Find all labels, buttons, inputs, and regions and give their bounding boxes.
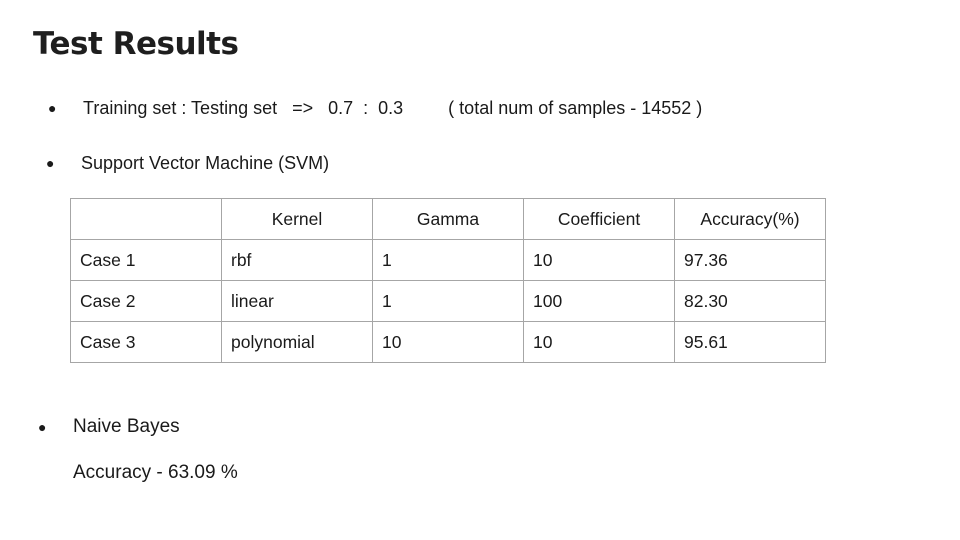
table-cell: 95.61 <box>674 321 826 363</box>
table-cell: 97.36 <box>674 239 826 281</box>
table-header-cell <box>70 198 222 240</box>
table-row: Case 3 polynomial 10 10 95.61 <box>70 321 826 363</box>
table-cell: 1 <box>372 280 524 322</box>
bullet-icon: ● <box>38 419 47 435</box>
table-header-cell: Accuracy(%) <box>674 198 826 240</box>
table-header-cell: Coefficient <box>523 198 675 240</box>
bullet-icon: ● <box>46 155 55 171</box>
table-header-cell: Kernel <box>221 198 373 240</box>
table-row: Case 1 rbf 1 10 97.36 <box>70 239 826 281</box>
table-header-row: Kernel Gamma Coefficient Accuracy(%) <box>70 198 826 240</box>
table-cell: 82.30 <box>674 280 826 322</box>
table-cell: 10 <box>523 321 675 363</box>
table-cell: 10 <box>523 239 675 281</box>
table-cell: 10 <box>372 321 524 363</box>
table-cell: polynomial <box>221 321 373 363</box>
slide-title: Test Results <box>33 26 239 62</box>
table-cell: 1 <box>372 239 524 281</box>
svm-heading: Support Vector Machine (SVM) <box>81 153 330 173</box>
table-row: Case 2 linear 1 100 82.30 <box>70 280 826 322</box>
table-cell: rbf <box>221 239 373 281</box>
svm-results-table: Kernel Gamma Coefficient Accuracy(%) Cas… <box>70 198 826 363</box>
table-cell: 100 <box>523 280 675 322</box>
table-cell: Case 2 <box>70 280 222 322</box>
table-cell: Case 3 <box>70 321 222 363</box>
naive-bayes-accuracy: Accuracy - 63.09 % <box>73 462 238 483</box>
naive-bayes-heading: Naive Bayes <box>73 416 180 437</box>
data-split-text: Training set : Testing set => 0.7 : 0.3 … <box>83 98 703 118</box>
bullet-icon: ● <box>48 100 57 116</box>
table-cell: Case 1 <box>70 239 222 281</box>
table-header-cell: Gamma <box>372 198 524 240</box>
table-cell: linear <box>221 280 373 322</box>
